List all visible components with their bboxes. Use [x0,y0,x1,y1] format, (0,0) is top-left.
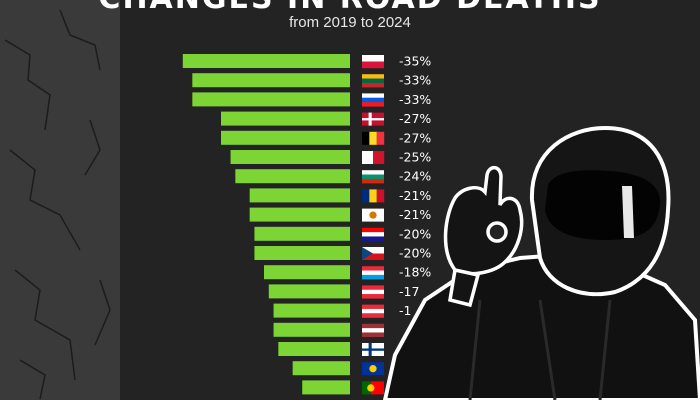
bars-layer: -35% -33% -33% -27% -27% -25% -24% -21% -21% -20%… [182,54,431,395]
austria-flag-icon [362,304,384,318]
malta-flag-icon [362,151,385,164]
eu-flag-icon [362,362,384,376]
value-label: -21% [399,207,431,222]
luxembourg-flag-icon [362,266,384,280]
austria-flag-icon [362,285,384,299]
road-shoulder [0,0,120,400]
romania-flag-icon [362,189,385,203]
value-label: -24% [399,169,431,184]
portugal-flag-icon [362,381,384,395]
value-label: -33% [399,92,431,107]
chart-title: CHANGES IN ROAD DEATHS [0,0,700,16]
value-label: -33% [399,73,431,88]
croatia-flag-icon [362,227,384,241]
value-label: -20% [399,226,431,241]
finland-flag-icon [362,343,384,356]
value-label: -35% [399,54,431,69]
value-label: -17 [399,284,419,299]
bar [292,361,350,376]
bar [273,322,350,337]
helmet-visor [545,170,661,240]
latvia-flag-icon [362,323,384,337]
bar [230,150,350,164]
bar [192,73,350,88]
bar [264,265,350,280]
motorcyclist-figure [382,125,700,400]
bar [268,284,350,299]
value-label: -18% [399,265,431,280]
bar [254,246,350,260]
cyprus-flag-icon [362,208,384,222]
bar [192,92,350,107]
road-cracks [4,9,111,400]
slovenia-flag-icon [362,93,384,107]
value-label: -27% [399,111,431,126]
bar [249,207,350,222]
value-label: -25% [399,150,431,165]
value-label: -20% [399,246,431,261]
lithuania-flag-icon [362,74,384,88]
bar [221,130,350,145]
bar [221,111,350,126]
belgium-flag-icon [362,131,385,145]
denmark-flag-icon [362,112,384,126]
ok-hand-icon [443,165,524,308]
bar [182,54,350,68]
value-label: -21% [399,188,431,203]
visor-reflection [622,186,634,238]
value-label: -1 [399,303,411,318]
bar [249,188,350,203]
chart-subtitle: from 2019 to 2024 [289,14,411,31]
czechia-flag-icon [362,247,384,260]
bulgaria-flag-icon [362,170,384,184]
value-label: -27% [399,130,431,145]
bar [254,226,350,241]
poland-flag-icon [362,55,384,69]
bar [302,380,350,395]
bar [235,169,350,184]
bar [278,342,350,356]
bar [273,303,350,318]
